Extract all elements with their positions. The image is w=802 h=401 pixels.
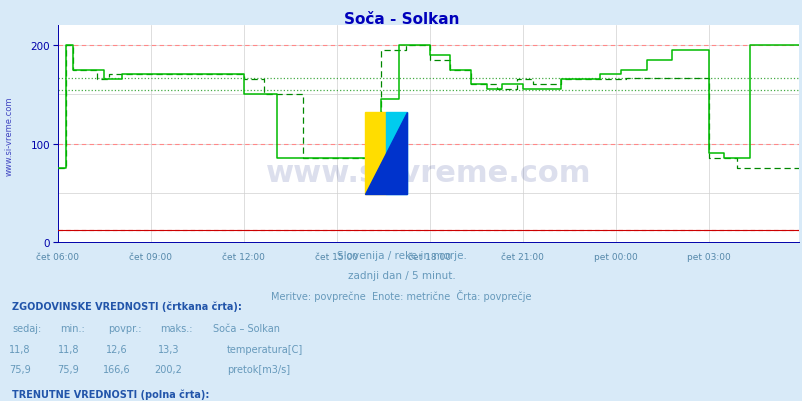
Text: www.si-vreme.com: www.si-vreme.com <box>265 159 590 188</box>
Text: pet 03:00: pet 03:00 <box>686 253 730 261</box>
Text: 75,9: 75,9 <box>57 365 79 375</box>
Polygon shape <box>365 113 407 195</box>
Text: 75,9: 75,9 <box>9 365 31 375</box>
Text: čet 18:00: čet 18:00 <box>407 253 451 261</box>
Text: povpr.:: povpr.: <box>108 323 142 333</box>
Bar <box>386 113 407 195</box>
Text: čet 21:00: čet 21:00 <box>500 253 544 261</box>
Text: maks.:: maks.: <box>160 323 192 333</box>
Text: Soča - Solkan: Soča - Solkan <box>343 12 459 27</box>
Text: zadnji dan / 5 minut.: zadnji dan / 5 minut. <box>347 270 455 280</box>
Text: 166,6: 166,6 <box>103 365 130 375</box>
Text: 11,8: 11,8 <box>10 344 30 354</box>
Text: Meritve: povprečne  Enote: metrične  Črta: povprečje: Meritve: povprečne Enote: metrične Črta:… <box>271 289 531 301</box>
Text: Slovenija / reke in morje.: Slovenija / reke in morje. <box>336 251 466 261</box>
Text: sedaj:: sedaj: <box>12 323 41 333</box>
Text: Soča – Solkan: Soča – Solkan <box>213 323 279 333</box>
Text: ZGODOVINSKE VREDNOSTI (črtkana črta):: ZGODOVINSKE VREDNOSTI (črtkana črta): <box>12 301 241 311</box>
Text: čet 15:00: čet 15:00 <box>315 253 358 261</box>
Text: www.si-vreme.com: www.si-vreme.com <box>5 97 14 176</box>
Text: 200,2: 200,2 <box>155 365 182 375</box>
Bar <box>365 113 386 195</box>
Text: čet 06:00: čet 06:00 <box>36 253 79 261</box>
Text: pet 00:00: pet 00:00 <box>593 253 637 261</box>
Text: pretok[m3/s]: pretok[m3/s] <box>227 365 290 375</box>
Text: čet 12:00: čet 12:00 <box>222 253 265 261</box>
Text: TRENUTNE VREDNOSTI (polna črta):: TRENUTNE VREDNOSTI (polna črta): <box>12 389 209 399</box>
Text: 13,3: 13,3 <box>158 344 179 354</box>
Text: 11,8: 11,8 <box>58 344 79 354</box>
Text: temperatura[C]: temperatura[C] <box>227 344 303 354</box>
Text: čet 09:00: čet 09:00 <box>129 253 172 261</box>
Text: min.:: min.: <box>60 323 85 333</box>
Text: 12,6: 12,6 <box>106 344 127 354</box>
